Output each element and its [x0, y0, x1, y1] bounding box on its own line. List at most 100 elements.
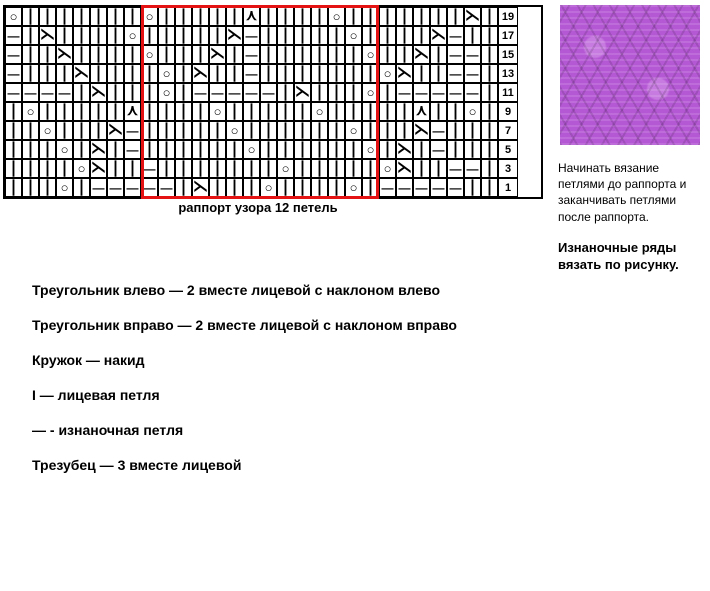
chart-cell [447, 102, 464, 121]
chart-cell [5, 7, 22, 26]
chart-cell [73, 26, 90, 45]
chart-cell [5, 45, 22, 64]
chart-cell [277, 64, 294, 83]
chart-cell [328, 121, 345, 140]
chart-cell [481, 178, 498, 197]
chart-cell [243, 159, 260, 178]
chart-cell [311, 102, 328, 121]
chart-cell [141, 64, 158, 83]
chart-cell [209, 64, 226, 83]
chart-cell [328, 45, 345, 64]
chart-cell [430, 140, 447, 159]
chart-cell [379, 140, 396, 159]
chart-cell [311, 159, 328, 178]
chart-cell [22, 7, 39, 26]
chart-cell [175, 83, 192, 102]
chart-cell [260, 102, 277, 121]
chart-cell [277, 7, 294, 26]
chart-cell [22, 26, 39, 45]
chart-cell [345, 121, 362, 140]
chart-cell [362, 121, 379, 140]
chart-cell [243, 83, 260, 102]
chart-cell [158, 64, 175, 83]
chart-cell [90, 121, 107, 140]
chart-cell [328, 140, 345, 159]
chart-cell [362, 159, 379, 178]
chart-cell [396, 121, 413, 140]
chart-cell [413, 26, 430, 45]
chart-cell [481, 121, 498, 140]
chart-cell [464, 140, 481, 159]
chart-cell [141, 83, 158, 102]
chart-cell [226, 121, 243, 140]
chart-cell [243, 26, 260, 45]
chart-cell [226, 159, 243, 178]
chart-cell [464, 121, 481, 140]
chart-cell [124, 83, 141, 102]
row-number: 11 [498, 83, 518, 102]
chart-cell [328, 102, 345, 121]
chart-cell [56, 178, 73, 197]
chart-cell [107, 64, 124, 83]
chart-cell [345, 45, 362, 64]
chart-cell [447, 121, 464, 140]
side-note: Начинать вязание петлями до раппорта и з… [558, 160, 706, 274]
chart-cell [192, 121, 209, 140]
chart-cell [5, 121, 22, 140]
chart-cell [260, 159, 277, 178]
chart-cell [413, 159, 430, 178]
row-number: 15 [498, 45, 518, 64]
chart-cell [5, 64, 22, 83]
chart-cell [277, 26, 294, 45]
chart-cell [158, 83, 175, 102]
chart-cell [345, 26, 362, 45]
legend-item: — - изнаночная петля [32, 420, 457, 441]
row-number: 5 [498, 140, 518, 159]
chart-cell [158, 45, 175, 64]
chart-cell [226, 102, 243, 121]
chart-cell [90, 7, 107, 26]
chart-cell [243, 102, 260, 121]
chart-cell [396, 178, 413, 197]
chart-cell [56, 121, 73, 140]
chart-cell [73, 7, 90, 26]
chart-cell [158, 159, 175, 178]
chart-cell [141, 121, 158, 140]
chart-cell [141, 7, 158, 26]
chart-cell [464, 178, 481, 197]
chart-cell [90, 83, 107, 102]
chart-cell [260, 26, 277, 45]
chart-cell [39, 45, 56, 64]
chart-cell [345, 64, 362, 83]
chart-cell [362, 64, 379, 83]
chart-cell [379, 45, 396, 64]
chart-cell [413, 64, 430, 83]
chart-cell [481, 102, 498, 121]
chart-cell [90, 64, 107, 83]
chart-cell [39, 26, 56, 45]
legend-item: Кружок — накид [32, 350, 457, 371]
chart-cell [209, 121, 226, 140]
chart-cell [56, 83, 73, 102]
chart-cell [260, 121, 277, 140]
chart-cell [90, 178, 107, 197]
chart-cell [192, 178, 209, 197]
chart-cell [22, 178, 39, 197]
chart-cell [396, 159, 413, 178]
row-number: 17 [498, 26, 518, 45]
chart-cell [379, 26, 396, 45]
chart-cell [158, 7, 175, 26]
legend-item: Трезубец — 3 вместе лицевой [32, 455, 457, 476]
chart-cell [209, 159, 226, 178]
chart-cell [56, 64, 73, 83]
chart-cell [22, 45, 39, 64]
chart-cell [345, 7, 362, 26]
chart-cell [311, 7, 328, 26]
chart-cell [396, 7, 413, 26]
chart-cell [464, 102, 481, 121]
chart-cell [430, 121, 447, 140]
chart-cell [311, 26, 328, 45]
chart-cell [481, 26, 498, 45]
row-number: 3 [498, 159, 518, 178]
chart-cell [294, 121, 311, 140]
